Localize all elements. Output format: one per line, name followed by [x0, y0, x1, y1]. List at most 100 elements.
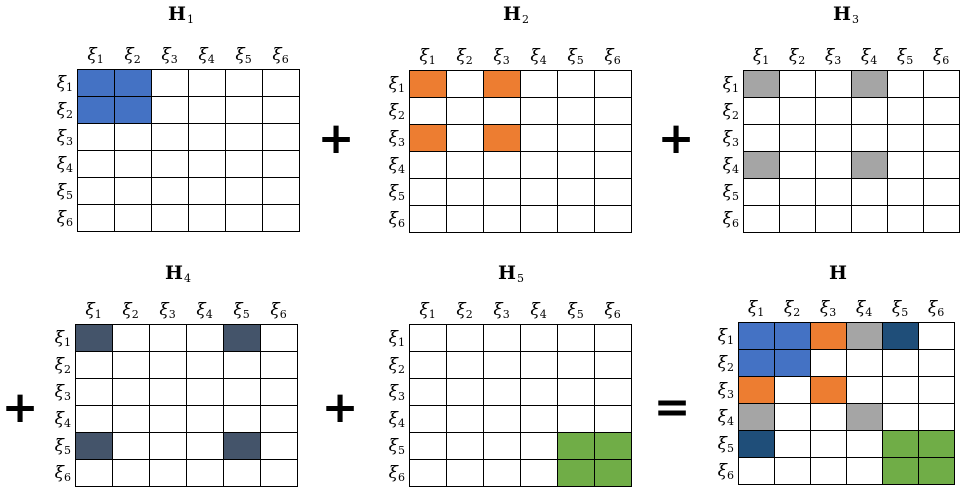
column-label: ξ1 — [747, 298, 765, 319]
empty-cell — [744, 206, 780, 233]
empty-cell — [189, 205, 226, 232]
empty-cell — [113, 406, 150, 433]
row-label: ξ3 — [54, 381, 71, 403]
matrix-grid — [738, 322, 955, 485]
row-label: ξ3 — [388, 127, 405, 149]
column-label: ξ5 — [233, 300, 250, 321]
row-label: ξ1 — [388, 327, 405, 349]
filled-cell — [224, 433, 261, 460]
empty-cell — [224, 352, 261, 379]
column-label: ξ3 — [819, 298, 837, 319]
matrix-title-subscript: 4 — [183, 272, 191, 285]
filled-cell — [744, 152, 780, 179]
empty-cell — [447, 352, 484, 379]
empty-cell — [811, 404, 847, 431]
empty-cell — [113, 352, 150, 379]
empty-cell — [224, 379, 261, 406]
empty-cell — [484, 325, 521, 352]
row-label: ξ2 — [722, 100, 739, 122]
filled-cell — [919, 431, 955, 458]
empty-cell — [847, 350, 883, 377]
empty-cell — [924, 71, 960, 98]
empty-cell — [78, 151, 115, 178]
empty-cell — [115, 151, 152, 178]
row-label: ξ3 — [722, 127, 739, 149]
empty-cell — [780, 179, 816, 206]
column-label: ξ3 — [159, 300, 176, 321]
column-label: ξ1 — [419, 46, 436, 67]
empty-cell — [852, 179, 888, 206]
empty-cell — [780, 206, 816, 233]
empty-cell — [595, 152, 632, 179]
empty-cell — [558, 325, 595, 352]
empty-cell — [888, 179, 924, 206]
empty-cell — [447, 406, 484, 433]
empty-cell — [410, 379, 447, 406]
filled-cell — [410, 125, 447, 152]
row-label: ξ6 — [388, 462, 405, 484]
column-label: ξ5 — [891, 298, 909, 319]
empty-cell — [521, 352, 558, 379]
plus-operator-4: + — [321, 382, 359, 433]
empty-cell — [226, 124, 263, 151]
empty-cell — [261, 325, 298, 352]
row-label: ξ6 — [56, 207, 73, 229]
empty-cell — [558, 71, 595, 98]
empty-cell — [744, 98, 780, 125]
column-label: ξ4 — [860, 46, 878, 67]
empty-cell — [521, 379, 558, 406]
column-label: ξ3 — [493, 300, 510, 321]
row-label: ξ3 — [56, 126, 73, 148]
row-label: ξ4 — [388, 154, 405, 176]
matrix-grid — [409, 70, 632, 233]
empty-cell — [521, 206, 558, 233]
row-label: ξ5 — [388, 435, 405, 457]
plus-operator-2: + — [657, 113, 695, 164]
empty-cell — [447, 206, 484, 233]
filled-cell — [76, 325, 113, 352]
empty-cell — [150, 352, 187, 379]
empty-cell — [76, 379, 113, 406]
column-label: ξ4 — [198, 45, 215, 66]
empty-cell — [113, 325, 150, 352]
row-label: ξ4 — [722, 154, 739, 176]
row-label: ξ5 — [54, 435, 71, 457]
empty-cell — [447, 325, 484, 352]
row-label: ξ1 — [722, 73, 739, 95]
empty-cell — [152, 178, 189, 205]
empty-cell — [521, 98, 558, 125]
empty-cell — [189, 97, 226, 124]
column-label: ξ2 — [788, 46, 806, 67]
empty-cell — [558, 352, 595, 379]
empty-cell — [595, 98, 632, 125]
empty-cell — [924, 98, 960, 125]
filled-cell — [558, 460, 595, 487]
empty-cell — [261, 460, 298, 487]
empty-cell — [263, 124, 300, 151]
equals-operator: = — [653, 382, 691, 433]
empty-cell — [521, 433, 558, 460]
plus-operator-3: + — [1, 382, 39, 433]
empty-cell — [113, 433, 150, 460]
filled-cell — [919, 458, 955, 485]
filled-cell — [595, 460, 632, 487]
empty-cell — [410, 152, 447, 179]
filled-cell — [852, 152, 888, 179]
row-label: ξ5 — [717, 433, 734, 455]
empty-cell — [189, 151, 226, 178]
empty-cell — [780, 152, 816, 179]
empty-cell — [189, 124, 226, 151]
empty-cell — [780, 98, 816, 125]
empty-cell — [558, 179, 595, 206]
empty-cell — [919, 350, 955, 377]
empty-cell — [76, 352, 113, 379]
empty-cell — [261, 406, 298, 433]
column-label: ξ4 — [530, 46, 547, 67]
empty-cell — [484, 152, 521, 179]
empty-cell — [816, 206, 852, 233]
empty-cell — [780, 125, 816, 152]
filled-cell — [739, 377, 775, 404]
empty-cell — [447, 71, 484, 98]
empty-cell — [888, 125, 924, 152]
